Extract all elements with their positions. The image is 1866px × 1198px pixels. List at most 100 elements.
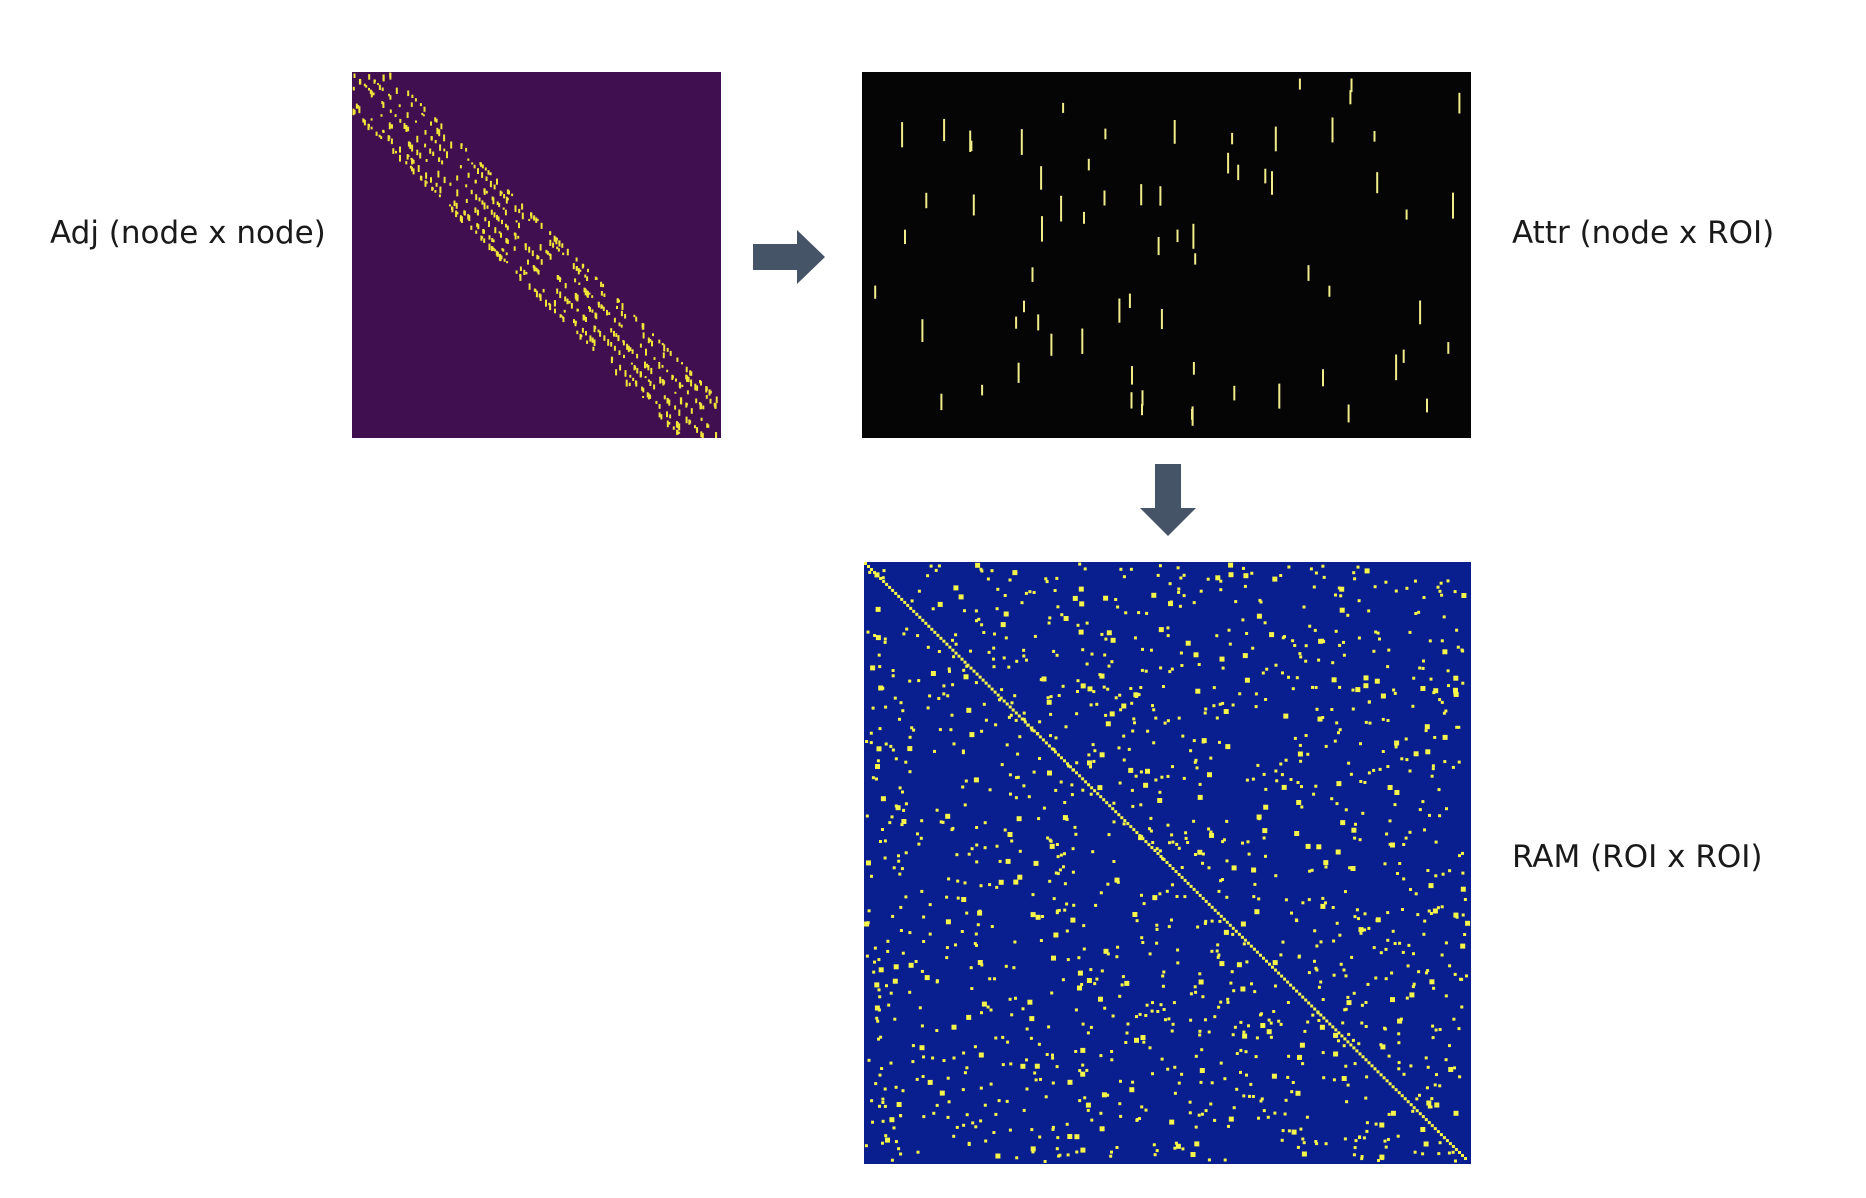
ram-mark <box>1286 1075 1290 1079</box>
ram-mark <box>899 1114 903 1117</box>
ram-mark <box>1015 659 1019 663</box>
adj-mark <box>528 218 531 221</box>
ram-mark <box>1426 1065 1430 1069</box>
ram-mark <box>1098 996 1103 1002</box>
ram-mark <box>956 879 960 883</box>
ram-mark <box>1199 589 1203 593</box>
ram-mark <box>1260 1097 1264 1101</box>
ram-mark <box>1074 832 1078 836</box>
ram-mark <box>961 1088 965 1092</box>
adj-mark <box>514 233 517 240</box>
ram-mark <box>986 1005 990 1009</box>
ram-mark <box>1132 717 1136 721</box>
ram-mark <box>881 1141 884 1145</box>
adj-mark <box>443 134 446 142</box>
ram-mark <box>1209 1102 1213 1106</box>
ram-mark <box>969 732 975 738</box>
adj-mark <box>438 157 441 162</box>
ram-diagonal-mark <box>1319 1013 1323 1017</box>
ram-mark <box>1426 969 1430 973</box>
adj-mark <box>497 216 500 222</box>
ram-mark <box>1033 860 1039 866</box>
ram-mark <box>1317 716 1323 722</box>
ram-mark <box>1460 886 1466 892</box>
adj-mark <box>572 263 575 270</box>
ram-mark <box>1305 1115 1309 1119</box>
ram-mark <box>1133 692 1139 698</box>
ram-mark <box>1104 713 1108 717</box>
ram-mark <box>983 846 987 850</box>
ram-mark <box>1235 1052 1239 1055</box>
ram-diagonal-mark <box>1237 932 1241 936</box>
adj-mark <box>624 370 627 377</box>
adj-mark <box>430 177 432 183</box>
adj-mark <box>521 203 524 210</box>
ram-mark <box>1217 889 1221 893</box>
ram-mark <box>1441 872 1445 876</box>
adj-mark <box>574 320 577 327</box>
ram-mark <box>1378 767 1382 771</box>
ram-mark <box>998 859 1002 863</box>
ram-mark <box>1063 882 1067 886</box>
ram-mark <box>1151 841 1155 844</box>
ram-mark <box>993 977 996 981</box>
ram-mark <box>1169 1119 1175 1125</box>
ram-diagonal-mark <box>1144 840 1148 844</box>
adj-mark <box>678 431 681 434</box>
ram-mark <box>1460 648 1464 652</box>
adj-mark <box>546 251 549 254</box>
adj-mark <box>666 369 669 373</box>
adj-mark <box>533 215 536 221</box>
ram-mark <box>899 1152 903 1156</box>
attr-mark <box>1233 385 1236 401</box>
adj-mark <box>564 296 567 302</box>
ram-mark <box>1030 1146 1036 1152</box>
ram-mark <box>1137 693 1141 697</box>
ram-mark <box>980 729 984 733</box>
ram-mark <box>1405 758 1409 762</box>
ram-mark <box>1201 852 1205 856</box>
ram-mark <box>1465 920 1471 926</box>
ram-diagonal-mark <box>996 693 1000 697</box>
ram-mark <box>876 759 880 763</box>
ram-mark <box>1215 634 1219 638</box>
ram-mark <box>1235 1087 1239 1091</box>
ram-diagonal-mark <box>1400 1094 1404 1098</box>
adj-mark <box>416 135 419 143</box>
ram-mark <box>1072 595 1078 601</box>
ram-diagonal-mark <box>1361 1055 1365 1059</box>
ram-mark <box>864 921 870 927</box>
ram-mark <box>1245 778 1249 782</box>
ram-mark <box>1197 1113 1201 1117</box>
ram-mark <box>1221 666 1225 670</box>
ram-mark <box>983 1103 987 1107</box>
ram-mark <box>951 1024 957 1030</box>
ram-mark <box>1139 686 1143 689</box>
ram-mark <box>1269 1035 1273 1039</box>
ram-diagonal-mark <box>1162 858 1166 861</box>
ram-mark <box>977 960 983 965</box>
ram-mark <box>1332 1078 1336 1082</box>
ram-mark <box>1041 676 1047 682</box>
attr-mark <box>1020 129 1023 155</box>
ram-mark <box>1334 629 1338 633</box>
ram-mark <box>1232 1106 1236 1110</box>
ram-mark <box>1228 1116 1234 1122</box>
ram-mark <box>1166 823 1170 827</box>
ram-diagonal-mark <box>1234 929 1238 933</box>
ram-mark <box>1201 995 1205 999</box>
ram-mark <box>899 929 903 932</box>
ram-mark <box>1257 1116 1260 1120</box>
ram-mark <box>908 735 912 739</box>
adj-mark <box>641 386 644 391</box>
adj-mark <box>563 309 566 313</box>
ram-mark <box>1054 736 1058 740</box>
ram-mark <box>971 1121 975 1125</box>
ram-mark <box>1062 815 1068 821</box>
ram-mark <box>1014 996 1017 1000</box>
ram-diagonal-mark <box>1448 1142 1452 1146</box>
ram-diagonal-mark <box>1117 813 1121 817</box>
attr-mark <box>1322 369 1324 387</box>
ram-mark <box>951 683 955 687</box>
ram-mark <box>1109 1154 1113 1158</box>
